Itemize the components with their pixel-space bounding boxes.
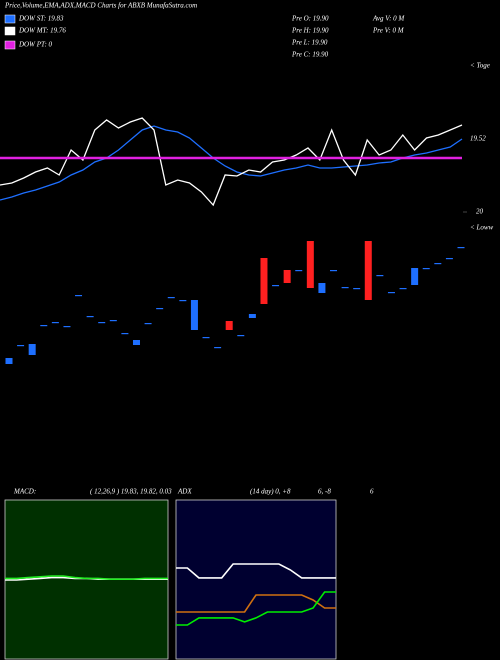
candle — [75, 295, 83, 297]
candle — [353, 288, 361, 290]
series-line — [0, 125, 463, 201]
info-text: Pre L: 19.90 — [291, 39, 328, 47]
candle — [179, 300, 187, 302]
legend-label: DOW ST: 19.83 — [18, 15, 64, 23]
candle — [86, 316, 94, 318]
chart-title: MACD: — [13, 488, 36, 496]
candle — [330, 270, 338, 272]
candle — [51, 322, 59, 324]
candle — [121, 333, 129, 335]
candle — [364, 241, 372, 300]
candle — [98, 322, 106, 324]
candle — [260, 258, 268, 304]
candle — [457, 247, 465, 249]
candle — [248, 314, 256, 318]
candle — [306, 241, 314, 288]
legend-label: DOW MT: 19.76 — [18, 27, 66, 35]
legend-swatch — [4, 14, 16, 24]
candle — [63, 326, 71, 328]
chart-subtitle: ( 12,26,9 ) 19.83, 19.82, 0.03 — [90, 488, 172, 496]
y-tick-label: 20 — [476, 208, 484, 216]
candle — [225, 321, 233, 330]
candle — [341, 287, 349, 289]
series-line — [176, 591, 336, 626]
candle — [295, 270, 303, 272]
candle — [109, 320, 117, 322]
candle — [132, 340, 140, 345]
candle — [445, 258, 453, 260]
series-line — [176, 563, 336, 579]
legend-swatch — [4, 40, 16, 50]
info-text: Pre O: 19.90 — [291, 15, 329, 23]
candle — [237, 335, 245, 337]
candle — [202, 337, 210, 339]
info-text: Pre C: 19.90 — [291, 51, 329, 59]
info-text: Avg V: 0 M — [372, 15, 405, 23]
candle — [40, 325, 48, 327]
series-line — [5, 575, 168, 580]
candle — [17, 345, 25, 347]
chart-subtitle: (14 day) 0, +8 — [250, 488, 291, 496]
legend-label: DOW PT: 0 — [18, 41, 53, 49]
annotation: 6 — [370, 488, 374, 496]
candle — [272, 285, 280, 287]
candle — [376, 275, 384, 277]
panel — [175, 499, 337, 660]
chart-title: ADX — [177, 488, 192, 496]
value-label: 19.52 — [470, 135, 486, 143]
candle — [399, 288, 407, 290]
legend-swatch — [4, 26, 16, 36]
candle — [28, 344, 36, 355]
annotation: < Toge — [470, 62, 490, 70]
annotation: < Loww — [470, 224, 494, 232]
candle — [434, 263, 442, 265]
candle — [156, 308, 164, 310]
chart-title: Price,Volume,EMA,ADX,MACD Charts for ABX… — [4, 2, 197, 10]
candle — [422, 268, 430, 270]
info-text: Pre V: 0 M — [372, 27, 405, 35]
info-text: Pre H: 19.90 — [291, 27, 329, 35]
candle — [318, 283, 326, 293]
candle — [411, 268, 419, 285]
candle — [387, 292, 395, 294]
annotation: 6, -8 — [318, 488, 331, 496]
candle — [144, 323, 152, 325]
candle — [167, 297, 175, 299]
candle — [283, 270, 291, 283]
candle — [5, 358, 13, 364]
series-line — [176, 594, 336, 613]
candle — [190, 300, 198, 330]
series-line — [0, 117, 463, 207]
candle — [214, 347, 222, 349]
